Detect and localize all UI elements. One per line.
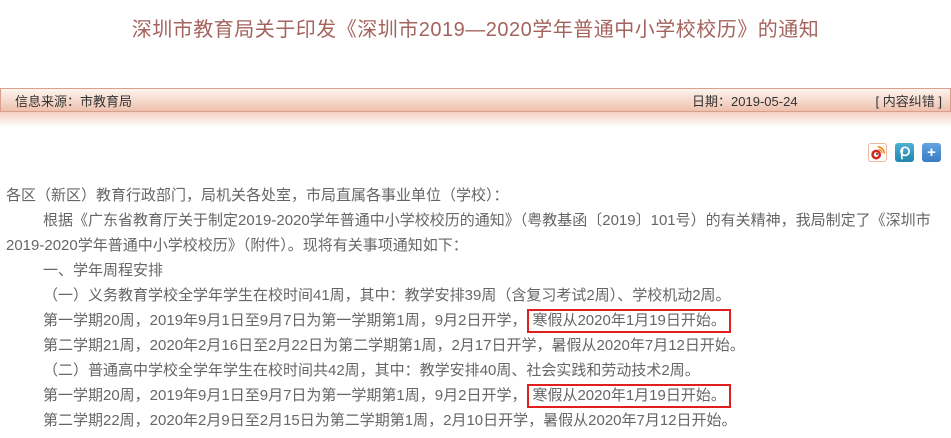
paragraph-highschool-weeks: （二）普通高中学校全学年学生在校时间共42周，其中：教学安排40周、社会实践和劳… <box>43 362 700 379</box>
weibo-eye-icon <box>871 145 886 159</box>
term1-text: 第一学期20周，2019年9月1日至9月7日为第一学期第1周，9月2日开学， <box>43 312 527 329</box>
tencent-weibo-share-icon[interactable] <box>895 142 914 162</box>
paragraph-term2-compulsory: 第二学期21周，2020年2月16日至2月22日为第二学期第1周，2月17日开学… <box>43 337 745 354</box>
tencent-weibo-glyph-icon <box>900 145 910 159</box>
winter-vacation-highlight-box: 寒假从2020年1月19日开始。 <box>527 309 731 333</box>
paragraph-compulsory-weeks: （一）义务教育学校全学年学生在校时间41周，其中：教学安排39周（含复习考试2周… <box>43 287 731 304</box>
page-title: 深圳市教育局关于印发《深圳市2019—2020学年普通中小学校校历》的通知 <box>131 19 820 41</box>
paragraph-recipients: 各区（新区）教育行政部门，局机关各处室，市局直属各事业单位（学校）： <box>6 187 509 204</box>
term1-hs-text: 第一学期20周，2019年9月1日至9月7日为第一学期第1周，9月2日开学， <box>43 387 527 404</box>
paragraph-term2-highschool: 第二学期22周，2020年2月9日至2月15日为第二学期第1周，2月10日开学，… <box>43 412 737 429</box>
paragraph-basis: 根据《广东省教育厅关于制定2019-2020学年普通中小学校校历的通知》（粤教基… <box>6 212 931 254</box>
notice-body: 各区（新区）教育行政部门，局机关各处室，市局直属各事业单位（学校）： 根据《广东… <box>0 183 951 433</box>
info-source-label: 信息来源：市教育局 <box>15 93 133 109</box>
content-correction-link[interactable]: [ 内容纠错 ] <box>875 93 942 109</box>
winter-vacation-highlight-box-2: 寒假从2020年1月19日开始。 <box>527 384 731 408</box>
info-date-label: 日期：2019-05-24 <box>692 93 798 109</box>
info-bar: 信息来源：市教育局 日期：2019-05-24 [ 内容纠错 ] <box>0 88 951 112</box>
share-toolbar: + <box>0 142 951 162</box>
paragraph-term1-highschool: 第一学期20周，2019年9月1日至9月7日为第一学期第1周，9月2日开学， 寒假… <box>6 383 945 408</box>
share-more-plus-icon[interactable]: + <box>922 142 941 162</box>
paragraph-section-heading: 一、学年周程安排 <box>43 262 164 279</box>
paragraph-term1-compulsory: 第一学期20周，2019年9月1日至9月7日为第一学期第1周，9月2日开学， 寒假… <box>6 308 945 333</box>
info-bar-fade-strip <box>0 112 951 127</box>
sina-weibo-share-icon[interactable] <box>868 142 887 162</box>
